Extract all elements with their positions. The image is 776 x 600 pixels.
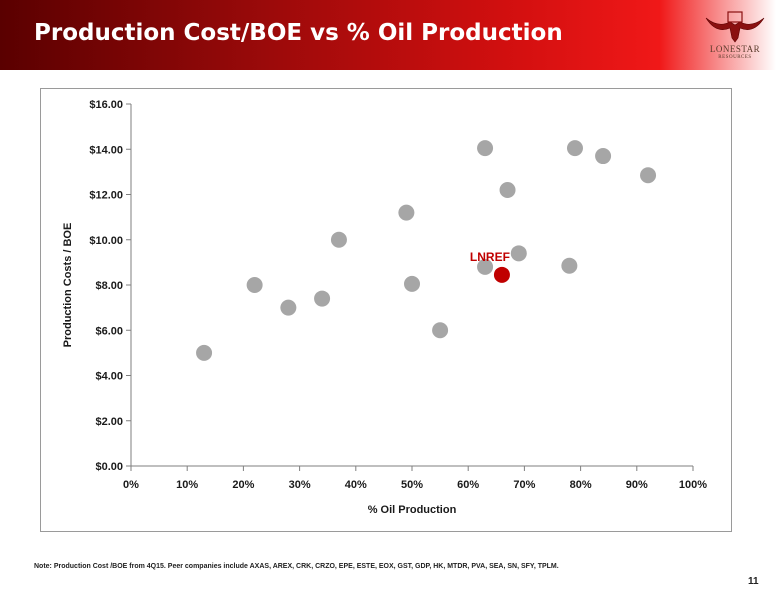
x-tick-label: 20% [232,479,254,491]
company-logo: LONESTAR RESOURCES [698,8,772,64]
y-tick-label: $8.00 [95,280,123,292]
peer-point [477,258,494,275]
x-tick-label: 50% [401,479,423,491]
chart-area: $0.00 $2.00 $4.00 $6.00 $8.00 $10.00 $12.00 $14… [40,88,732,532]
longhorn-icon [705,11,765,43]
page-title: Production Cost/BOE vs % Oil Production [34,20,563,46]
x-tick-label: 80% [570,479,592,491]
peer-point [280,299,297,316]
y-tick-label: $12.00 [89,190,123,202]
x-tick-label: 30% [289,479,311,491]
peer-point [314,290,331,307]
x-axis-title: % Oil Production [368,504,457,516]
peer-point [566,140,583,157]
y-tick-label: $4.00 [95,371,123,383]
y-tick-label: $0.00 [95,461,123,473]
scatter-chart: $0.00 $2.00 $4.00 $6.00 $8.00 $10.00 $12.00 $14… [62,99,707,516]
x-tick-label: 90% [626,479,648,491]
peer-point [330,231,347,248]
peer-point [246,277,263,293]
x-tick-label: 100% [679,479,707,491]
peer-point [196,344,213,361]
title-banner: Production Cost/BOE vs % Oil Production … [0,0,776,70]
y-tick-label: $10.00 [89,235,123,247]
peer-point [561,257,578,274]
x-tick-label: 0% [123,479,139,491]
peer-point [404,275,420,292]
peer-point [477,140,494,157]
footnote: Note: Production Cost /BOE from 4Q15. Pe… [34,563,559,570]
y-axis-title: Production Costs / BOE [62,223,74,348]
x-tick-label: 40% [345,479,367,491]
page-number: 11 [748,576,759,587]
logo-wordmark: LONESTAR [709,44,761,54]
peer-point [595,148,612,165]
x-tick-label: 10% [176,479,198,491]
peer-point [499,181,516,198]
peer-point [640,167,657,184]
peer-point [398,204,415,221]
highlight-point [493,266,510,283]
y-tick-label: $2.00 [95,416,123,428]
y-tick-label: $14.00 [89,144,123,156]
logo-subtitle: RESOURCES [718,55,752,60]
x-tick-label: 70% [513,479,535,491]
y-tick-label: $16.00 [89,99,123,111]
peer-point [432,322,449,339]
highlight-point-label: LNREF [470,250,510,264]
y-tick-label: $6.00 [95,325,123,337]
peer-point [510,245,527,262]
x-tick-label: 60% [457,479,479,491]
